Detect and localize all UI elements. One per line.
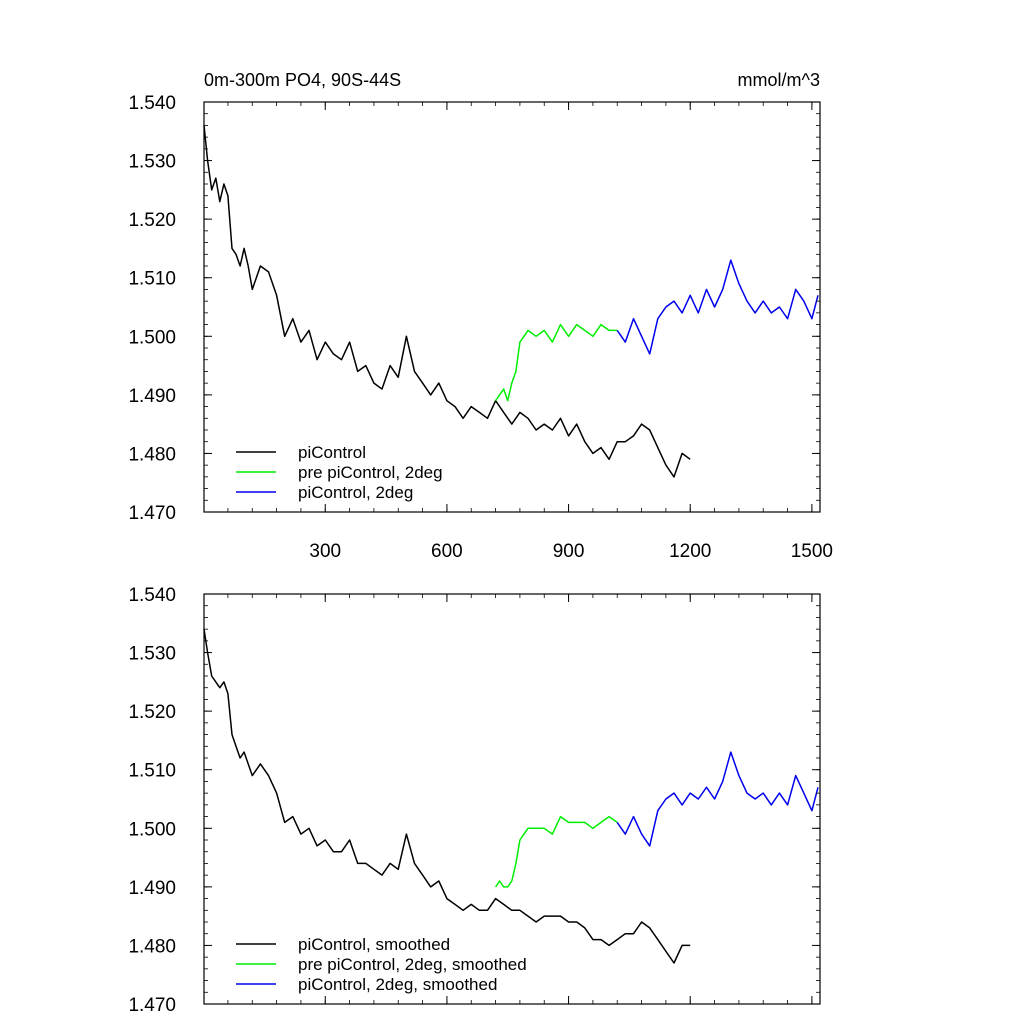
y-tick-label: 1.500 [128, 819, 176, 840]
tick-layer: 1.470 1.480 1.490 1.500 1.510 1.520 1.530 1.540 [128, 585, 820, 1016]
series-line-0 [203, 125, 691, 478]
chart-title: 0m-300m PO4, 90S-44S [204, 70, 401, 90]
legend-label: piControl, smoothed [298, 935, 450, 954]
y-tick-label: 1.500 [128, 327, 176, 348]
y-tick-label: 1.490 [128, 878, 176, 899]
y-tick-label: 1.540 [128, 93, 176, 114]
plot-frame [203, 593, 821, 1005]
y-tick-label: 1.520 [128, 702, 176, 723]
x-tick-label: 1200 [669, 541, 711, 562]
x-tick-label: 600 [431, 541, 463, 562]
legend-label: piControl [298, 443, 366, 462]
legend-label: piControl, 2deg [298, 483, 413, 502]
series-line-0 [203, 628, 691, 964]
x-tick-label: 1500 [791, 541, 833, 562]
tick-layer: 1.470 1.480 1.490 1.500 1.510 1.520 1.530 1.540… [128, 93, 833, 562]
y-tick-label: 1.480 [128, 936, 176, 957]
y-tick-label: 1.480 [128, 444, 176, 465]
y-tick-label: 1.510 [128, 761, 176, 782]
x-tick-label: 900 [553, 541, 585, 562]
x-tick-label: 300 [309, 541, 341, 562]
y-tick-label: 1.540 [128, 585, 176, 606]
series-layer [203, 628, 819, 964]
chart-units: mmol/m^3 [738, 70, 820, 90]
series-line-1 [494, 323, 618, 402]
plot-frame [203, 101, 821, 513]
y-tick-label: 1.530 [128, 152, 176, 173]
series-line-1 [494, 815, 618, 888]
legend-label: pre piControl, 2deg [298, 463, 443, 482]
series-line-2 [616, 751, 819, 847]
y-tick-label: 1.490 [128, 386, 176, 407]
y-tick-label: 1.520 [128, 210, 176, 231]
y-tick-label: 1.470 [128, 995, 176, 1016]
legend-label: piControl, 2deg, smoothed [298, 975, 497, 994]
y-tick-label: 1.530 [128, 644, 176, 665]
y-tick-label: 1.470 [128, 503, 176, 524]
series-layer [203, 125, 819, 478]
series-line-2 [616, 259, 819, 355]
top-chart-panel: 0m-300m PO4, 90S-44S mmol/m^3 1.470 1.480… [128, 70, 833, 562]
y-tick-label: 1.510 [128, 269, 176, 290]
legend-label: pre piControl, 2deg, smoothed [298, 955, 527, 974]
bottom-chart-panel: 1.470 1.480 1.490 1.500 1.510 1.520 1.530 1.540… [128, 585, 821, 1016]
